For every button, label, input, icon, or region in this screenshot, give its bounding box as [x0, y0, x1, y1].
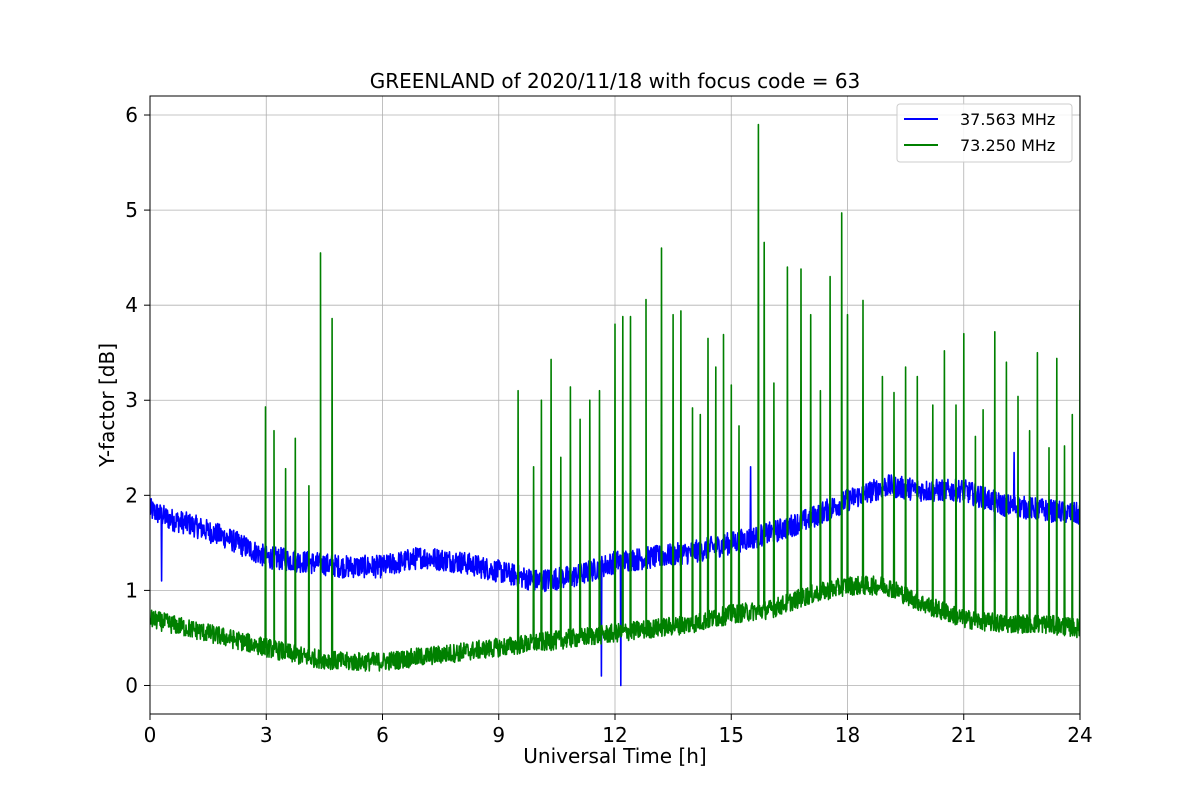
chart-title: GREENLAND of 2020/11/18 with focus code …	[370, 69, 861, 93]
y-tick-label: 5	[125, 198, 138, 222]
x-tick-label: 24	[1067, 723, 1092, 747]
x-tick-label: 6	[376, 723, 389, 747]
legend-label-series-1: 37.563 MHz	[960, 110, 1055, 129]
y-tick-label: 0	[125, 673, 138, 697]
x-tick-label: 18	[835, 723, 860, 747]
y-tick-label: 2	[125, 483, 138, 507]
legend: 37.563 MHz 73.250 MHz	[896, 103, 1073, 163]
x-tick-label: 3	[260, 723, 273, 747]
y-axis-label: Y-factor [dB]	[95, 343, 119, 468]
x-tick-label: 9	[492, 723, 505, 747]
legend-box	[896, 103, 1073, 163]
legend-label-series-2: 73.250 MHz	[960, 136, 1055, 155]
x-tick-label: 15	[719, 723, 744, 747]
y-tick-label: 3	[125, 388, 138, 412]
y-tick-label: 6	[125, 103, 138, 127]
y-tick-label: 4	[125, 293, 138, 317]
x-tick-label: 0	[144, 723, 157, 747]
series-layer	[150, 123, 1080, 687]
x-axis-label: Universal Time [h]	[523, 744, 706, 768]
x-tick-label: 12	[602, 723, 627, 747]
series-line-2	[150, 123, 1080, 672]
y-tick-label: 1	[125, 578, 138, 602]
x-tick-label: 21	[951, 723, 976, 747]
